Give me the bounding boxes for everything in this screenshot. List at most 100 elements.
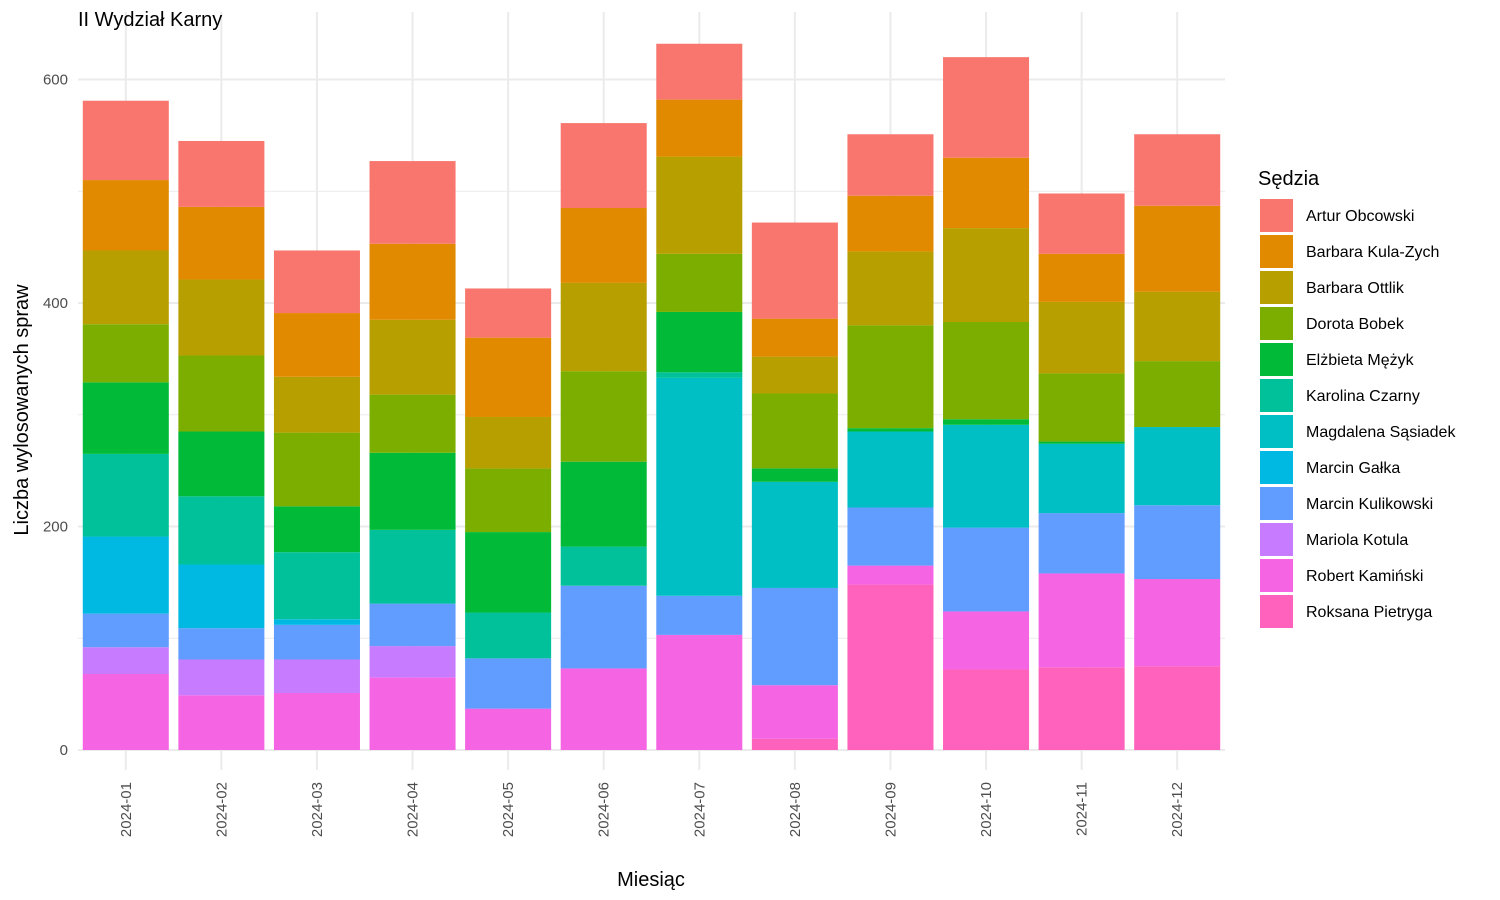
bar-segment	[751, 481, 838, 588]
bar-segment	[1038, 573, 1125, 668]
legend-key	[1260, 559, 1293, 592]
bar-segment	[1038, 441, 1125, 444]
bar-segment	[369, 529, 456, 604]
x-tick-label: 2024-05	[500, 782, 517, 837]
bar-segment	[560, 123, 647, 209]
bar-segment	[847, 507, 934, 566]
bar-segment	[465, 468, 552, 533]
bar-segment	[273, 376, 360, 433]
bar-segment	[656, 634, 743, 750]
bar-segment	[656, 372, 743, 378]
x-axis-title: Miesiąc	[617, 869, 685, 891]
bar-segment	[82, 453, 169, 537]
x-tick-labels: 2024-01 2024-02 2024-03 2024-04 2024-05 2024-…	[118, 782, 1186, 837]
bar-segment	[465, 658, 552, 709]
bar-segment	[847, 565, 934, 585]
bar-segment	[1134, 666, 1221, 750]
bar-segment	[82, 324, 169, 383]
legend-label: Marcin Gałka	[1306, 460, 1400, 477]
legend-key	[1260, 415, 1293, 448]
bar-segment	[1038, 193, 1125, 254]
bar-segment	[943, 419, 1030, 425]
legend-key	[1260, 487, 1293, 520]
bar-segment	[273, 506, 360, 553]
bar-segment	[178, 206, 265, 280]
x-tick-label: 2024-10	[978, 782, 995, 837]
bar-segment	[1134, 505, 1221, 580]
bar-segment	[656, 311, 743, 373]
bar-segment	[751, 587, 838, 686]
bar-segment	[751, 222, 838, 319]
bar-segment	[751, 356, 838, 394]
bar-segment	[465, 288, 552, 338]
bar-segment	[1134, 205, 1221, 292]
bar-segment	[847, 431, 934, 508]
bar-segment	[178, 279, 265, 356]
bar-segment	[82, 647, 169, 675]
bar-segment	[465, 416, 552, 469]
bar-segment	[178, 496, 265, 565]
bar-segment	[943, 321, 1030, 420]
bar-segment	[178, 659, 265, 696]
bar-segment	[560, 668, 647, 750]
bar-segment	[465, 532, 552, 613]
bar-segment	[1134, 134, 1221, 206]
bar-segment	[369, 319, 456, 395]
x-tick-label: 2024-11	[1074, 782, 1091, 836]
legend-label: Mariola Kotula	[1306, 532, 1408, 549]
legend-key	[1260, 595, 1293, 628]
y-axis-title: Liczba wylosowanych spraw	[11, 284, 33, 536]
bar-segment	[656, 43, 743, 100]
legend-key	[1260, 451, 1293, 484]
legend-key	[1260, 199, 1293, 232]
bar-segment	[82, 382, 169, 454]
bar-segment	[560, 585, 647, 669]
bar-segment	[273, 432, 360, 507]
bar-segment	[82, 613, 169, 648]
bar-segment	[273, 693, 360, 750]
bar-segment	[751, 685, 838, 739]
y-tick-label: 0	[60, 742, 68, 759]
bar-segment	[82, 536, 169, 614]
bar-segment	[1134, 361, 1221, 428]
x-tick-label: 2024-02	[213, 782, 230, 837]
bar-segment	[1038, 513, 1125, 574]
chart-title: II Wydział Karny	[78, 9, 222, 31]
x-tick-label: 2024-01	[118, 782, 135, 837]
bar-segment	[943, 669, 1030, 750]
legend-label: Roksana Pietryga	[1306, 604, 1432, 621]
y-tick-labels: 0 200 400 600	[43, 72, 68, 760]
legend-key	[1260, 307, 1293, 340]
bar-segment	[943, 611, 1030, 670]
bar-segment	[943, 424, 1030, 528]
bar-segment	[560, 461, 647, 547]
bar-segment	[178, 140, 265, 207]
x-tick-label: 2024-06	[596, 782, 613, 837]
bar-segment	[1038, 667, 1125, 750]
bar-segment	[943, 228, 1030, 322]
bar-segment	[273, 624, 360, 660]
bar-segment	[465, 708, 552, 750]
legend-label: Marcin Kulikowski	[1306, 496, 1433, 513]
legend-label: Robert Kamiński	[1306, 568, 1423, 585]
bar-segment	[82, 674, 169, 750]
bar-segment	[1134, 291, 1221, 362]
bar-segment	[178, 431, 265, 497]
legend-label: Magdalena Sąsiadek	[1306, 424, 1456, 441]
x-tick-label: 2024-09	[882, 782, 899, 837]
bar-segment	[560, 546, 647, 586]
bar-segment	[369, 603, 456, 647]
bar-segment	[656, 595, 743, 635]
bar-segment	[847, 584, 934, 750]
bar-segment	[82, 180, 169, 251]
bars	[82, 43, 1221, 750]
bar-segment	[273, 552, 360, 620]
legend-title: Sędzia	[1258, 168, 1320, 190]
bar-segment	[656, 377, 743, 596]
bar-segment	[1038, 373, 1125, 442]
bar-segment	[656, 99, 743, 157]
x-tick-label: 2024-12	[1169, 782, 1186, 837]
legend: Sędzia Artur Obcowski Barbara Kula-Zych Ba…	[1258, 168, 1456, 628]
bar-segment	[273, 659, 360, 694]
bar-segment	[560, 282, 647, 372]
